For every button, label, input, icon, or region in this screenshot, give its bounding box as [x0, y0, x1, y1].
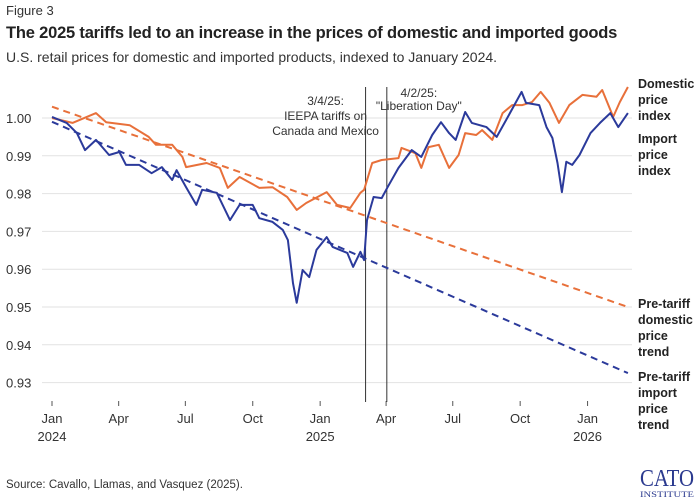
x-tick-label: Jul [177, 411, 194, 426]
series-label: import [638, 386, 678, 400]
x-tick-year: 2025 [306, 429, 335, 444]
y-tick-label: 0.99 [6, 149, 31, 164]
figure-label: Figure 3 [6, 3, 54, 18]
x-tick-label: Oct [510, 411, 531, 426]
series-label: index [638, 109, 671, 123]
y-tick-label: 0.97 [6, 224, 31, 239]
y-tick-label: 0.94 [6, 338, 31, 353]
series-label: price [638, 148, 668, 162]
x-tick-label: Apr [376, 411, 397, 426]
event-annotation: Canada and Mexico [272, 124, 379, 138]
y-tick-label: 0.96 [6, 262, 31, 277]
x-tick-label: Jul [444, 411, 461, 426]
series-label: Domestic [638, 77, 694, 91]
series-line [51, 120, 629, 375]
x-tick-label: Jan [310, 411, 331, 426]
x-tick-year: 2026 [573, 429, 602, 444]
x-tick-label: Jan [577, 411, 598, 426]
series-label: price [638, 93, 668, 107]
series-label: Pre-tariff [638, 370, 691, 384]
x-tick-label: Oct [243, 411, 264, 426]
source-note: Source: Cavallo, Llamas, and Vasquez (20… [6, 479, 243, 491]
y-tick-label: 0.98 [6, 187, 31, 202]
y-tick-label: 1.00 [6, 111, 31, 126]
x-tick-year: 2024 [38, 429, 67, 444]
series-label: trend [638, 418, 669, 432]
y-tick-label: 0.95 [6, 300, 31, 315]
x-tick-label: Jan [42, 411, 63, 426]
series-label: price [638, 329, 668, 343]
series-line [51, 86, 629, 211]
series-label: Import [638, 132, 678, 146]
event-annotation: 4/2/25: [400, 86, 437, 100]
series-label: index [638, 164, 671, 178]
x-tick-label: Apr [109, 411, 130, 426]
series-line [51, 105, 629, 308]
series-line [51, 90, 629, 304]
chart-title: The 2025 tariffs led to an increase in t… [6, 24, 618, 42]
series-label: trend [638, 345, 669, 359]
y-tick-label: 0.93 [6, 376, 31, 391]
series-label: price [638, 402, 668, 416]
event-annotation: "Liberation Day" [376, 99, 462, 113]
event-annotation: 3/4/25: [307, 94, 344, 108]
series-label: domestic [638, 313, 693, 327]
chart-subtitle: U.S. retail prices for domestic and impo… [6, 49, 498, 65]
event-annotation: IEEPA tariffs on [284, 109, 367, 123]
series-label: Pre-tariff [638, 297, 691, 311]
